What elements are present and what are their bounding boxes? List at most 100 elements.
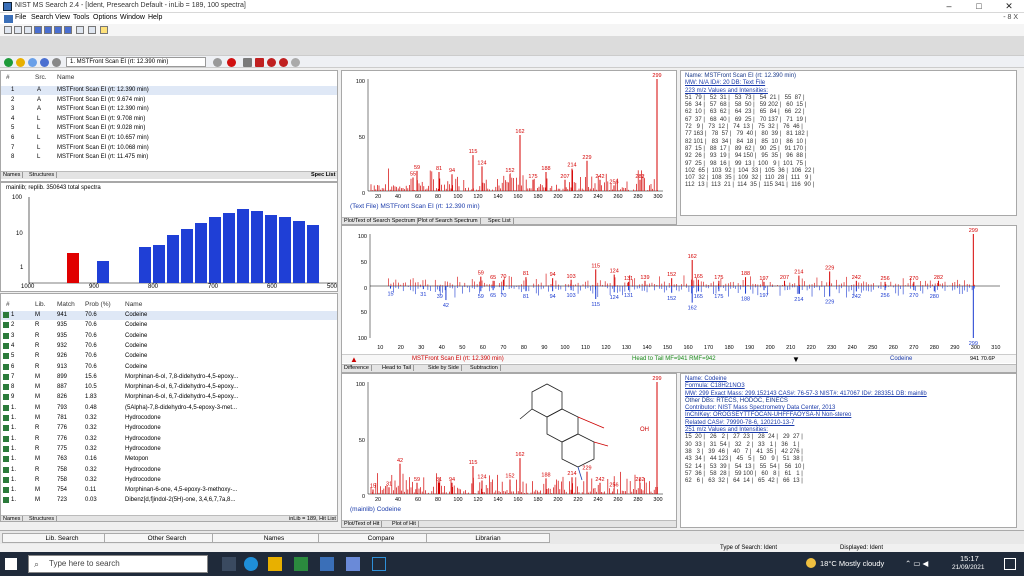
- paste-icon[interactable]: [64, 26, 72, 34]
- hit-list-row[interactable]: 1. M 763 0.16 Metopon: [1, 455, 337, 464]
- compare-down-icon[interactable]: ▼: [792, 355, 800, 364]
- explorer-icon[interactable]: [268, 557, 282, 571]
- k-app-icon[interactable]: [372, 557, 386, 571]
- hit-list-row[interactable]: 4 R 932 70.6 Codeine: [1, 342, 337, 351]
- open-icon[interactable]: [24, 26, 32, 34]
- hit-col-num[interactable]: #: [6, 301, 10, 308]
- expand-icon[interactable]: [3, 445, 9, 452]
- spec-list-row[interactable]: 4 L MSTFront Scan EI (rt: 9.708 min): [1, 115, 337, 124]
- hit-list-row[interactable]: 5 R 926 70.6 Codeine: [1, 352, 337, 361]
- hit-list-row[interactable]: 9 M 826 1.83 Morphinan-6-ol, 6,7-didehydro-4…: [1, 393, 337, 402]
- tab-plot-text-search[interactable]: Plot/Text of Search Spectrum: [342, 218, 419, 224]
- hit-list-row[interactable]: 2 R 935 70.6 Codeine: [1, 321, 337, 330]
- tab-librarian[interactable]: Librarian: [426, 533, 550, 543]
- stop-icon[interactable]: [227, 58, 236, 67]
- hit-info-related-cas[interactable]: Related CAS#: 79990-78-6, 120210-13-7: [685, 419, 795, 426]
- expand-icon[interactable]: [3, 322, 9, 329]
- menu-tools[interactable]: Tools: [73, 14, 90, 21]
- menu-file[interactable]: File: [15, 14, 27, 21]
- hit-tab-structures[interactable]: Structures: [27, 516, 58, 521]
- mdi-controls[interactable]: - 8 X: [1003, 14, 1018, 21]
- tab-difference[interactable]: Difference: [342, 365, 372, 371]
- word-app-icon[interactable]: [346, 557, 360, 571]
- expand-icon[interactable]: [3, 363, 9, 370]
- edge-icon[interactable]: [244, 557, 258, 571]
- spec-list-row[interactable]: 6 L MSTFront Scan EI (rt: 10.657 min): [1, 134, 337, 143]
- tab-structures[interactable]: Structures: [27, 172, 58, 178]
- spec-list-row[interactable]: 2 A MSTFront Scan EI (rt: 9.674 min): [1, 96, 337, 105]
- spec-list-row[interactable]: 7 L MSTFront Scan EI (rt: 10.068 min): [1, 144, 337, 153]
- back-arrow-icon[interactable]: [88, 26, 96, 34]
- expand-icon[interactable]: [3, 456, 9, 463]
- menu-search[interactable]: Search: [31, 14, 54, 21]
- expand-icon[interactable]: [3, 332, 9, 339]
- hit-list-row[interactable]: 1. R 776 0.32 Hydrocodone: [1, 435, 337, 444]
- settings-icon[interactable]: [28, 58, 37, 67]
- hit-list-row[interactable]: 1. R 776 0.32 Hydrocodone: [1, 424, 337, 433]
- hit-list-row[interactable]: 1. M 754 0.11 Morphinan-6-one, 4,5-epoxy-3-m…: [1, 486, 337, 495]
- tab-spec-list[interactable]: Spec List: [486, 218, 514, 224]
- print-icon[interactable]: [44, 26, 52, 34]
- taskbar-search-input[interactable]: Type here to search: [28, 555, 208, 573]
- undo-icon[interactable]: [76, 26, 84, 34]
- maximize-button[interactable]: □: [976, 1, 982, 11]
- hit-info-name[interactable]: Name: Codeine: [685, 376, 727, 382]
- hit-info-mw[interactable]: MW: 299 Exact Mass: 299.152143 CAS#: 76-…: [685, 390, 927, 397]
- library-icon[interactable]: [16, 58, 25, 67]
- expand-icon[interactable]: [3, 476, 9, 483]
- hit-col-prob[interactable]: Prob (%): [85, 301, 111, 308]
- ms-app-icon[interactable]: [294, 557, 308, 571]
- expand-icon[interactable]: [3, 404, 9, 411]
- hit-list-row[interactable]: 1 M 941 70.6 Codeine: [1, 311, 337, 320]
- col-header-num[interactable]: #: [6, 74, 10, 81]
- expand-icon[interactable]: [3, 342, 9, 349]
- tab-side-by-side[interactable]: Side by Side: [426, 365, 462, 371]
- hit-list-row[interactable]: 8 M 887 10.5 Morphinan-6-ol, 6,7-didehydro-4…: [1, 383, 337, 392]
- hit-list-row[interactable]: 1. M 793 0.48 (5Alpha)-7,8-didehydro-4,5-epo…: [1, 404, 337, 413]
- dropdown-icon[interactable]: [213, 58, 222, 67]
- taskbar-weather[interactable]: 18°C Mostly cloudy: [820, 559, 885, 568]
- spec-list-row[interactable]: 1 A MSTFront Scan EI (rt: 12.390 min): [1, 86, 337, 95]
- menu-options[interactable]: Options: [93, 14, 118, 21]
- copy-icon[interactable]: [54, 26, 62, 34]
- help-icon[interactable]: [100, 26, 108, 34]
- info-mw[interactable]: MW: N/A ID#: 20 DB: Text File: [685, 80, 766, 87]
- col-header-name[interactable]: Name: [57, 74, 75, 81]
- compare-up-icon[interactable]: ▲: [350, 355, 358, 364]
- expand-icon[interactable]: [3, 435, 9, 442]
- task-view-icon[interactable]: [222, 557, 236, 571]
- notification-icon[interactable]: [1004, 558, 1016, 570]
- expand-icon[interactable]: [3, 466, 9, 473]
- hit-col-match[interactable]: Match: [57, 301, 75, 308]
- tray-icons[interactable]: ⌃ ▭ ◀: [905, 559, 929, 568]
- align-icon[interactable]: [243, 58, 252, 67]
- zoom-out-icon[interactable]: [279, 58, 288, 67]
- chem-app-icon[interactable]: [320, 557, 334, 571]
- tab-subtraction[interactable]: Subtraction: [468, 365, 501, 371]
- spec-list-row[interactable]: 3 A MSTFront Scan EI (rt: 12.390 min): [1, 105, 337, 114]
- expand-icon[interactable]: [3, 384, 9, 391]
- menu-view[interactable]: View: [55, 14, 71, 21]
- hit-col-lib[interactable]: Lib.: [35, 301, 46, 308]
- hit-info-contributor[interactable]: Contributor: NIST Mass Spectrometry Data…: [685, 405, 836, 412]
- col-header-src[interactable]: Src.: [35, 74, 47, 81]
- hit-list-row[interactable]: 6 R 913 70.6 Codeine: [1, 363, 337, 372]
- expand-icon[interactable]: [3, 487, 9, 494]
- expand-icon[interactable]: [3, 373, 9, 380]
- search-icon[interactable]: [4, 26, 12, 34]
- tab-head-to-tail[interactable]: Head to Tail: [380, 365, 414, 371]
- taskbar-time[interactable]: 15:17: [960, 554, 979, 563]
- save-icon[interactable]: [34, 26, 42, 34]
- expand-icon[interactable]: [3, 425, 9, 432]
- expand-icon[interactable]: [3, 353, 9, 360]
- tab-plot-text-hit[interactable]: Plot/Text of Hit: [342, 521, 383, 527]
- expand-icon[interactable]: [3, 497, 9, 504]
- hit-list-row[interactable]: 7 M 899 15.6 Morphinan-6-ol, 7,8-didehydro-4…: [1, 373, 337, 382]
- minimize-button[interactable]: –: [946, 1, 952, 11]
- hit-col-name[interactable]: Name: [125, 301, 143, 308]
- next-icon[interactable]: [14, 26, 22, 34]
- hit-list-row[interactable]: 1. M 781 0.32 Hydrocodone: [1, 414, 337, 423]
- spec-list-row[interactable]: 8 L MSTFront Scan EI (rt: 11.475 min): [1, 153, 337, 162]
- zoom-plus-icon[interactable]: [255, 58, 264, 67]
- close-button[interactable]: ✕: [1005, 1, 1013, 11]
